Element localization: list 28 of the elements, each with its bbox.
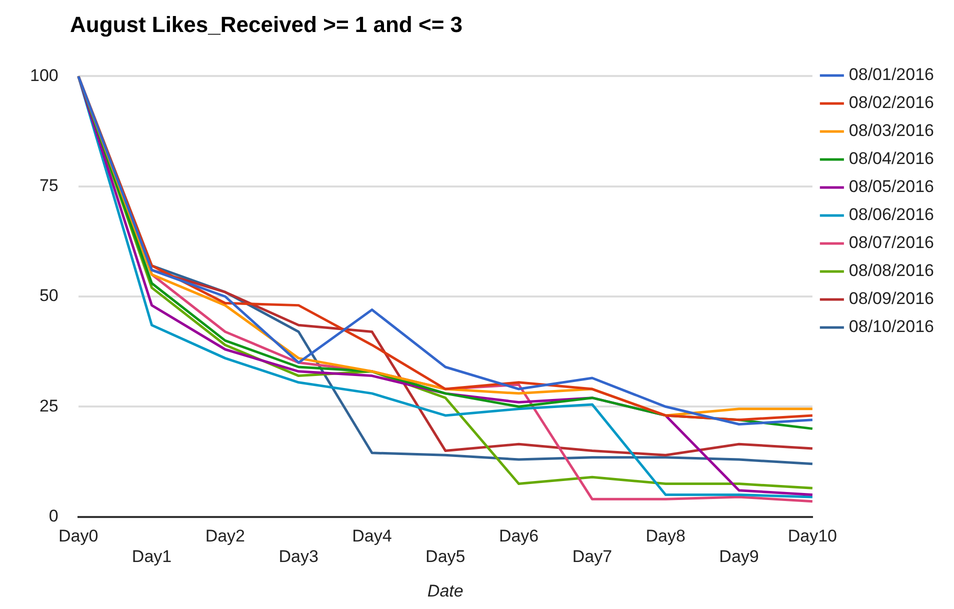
legend-label: 08/10/2016: [848, 317, 934, 336]
legend-label: 08/04/2016: [848, 149, 934, 168]
x-tick-label: Day3: [278, 547, 318, 566]
x-tick-label: Day10: [788, 526, 837, 546]
y-tick-label: 50: [39, 286, 58, 306]
legend-label: 08/02/2016: [848, 93, 934, 112]
legend-label: 08/07/2016: [848, 233, 934, 252]
legend-label: 08/03/2016: [848, 121, 934, 140]
x-tick-label: Day0: [58, 526, 98, 546]
x-tick-label: Day2: [205, 526, 246, 546]
y-tick-label: 75: [39, 176, 58, 196]
legend-label: 08/05/2016: [848, 177, 934, 196]
x-axis-title: Date: [427, 582, 464, 601]
x-tick-label: Day5: [426, 547, 466, 566]
y-tick-label: 25: [39, 396, 58, 416]
x-tick-label: Day9: [719, 547, 759, 566]
chart-title: August Likes_Received >= 1 and <= 3: [70, 12, 463, 38]
legend-label: 08/01/2016: [848, 65, 934, 84]
y-tick-label: 0: [48, 506, 58, 526]
y-tick-label: 100: [30, 66, 58, 85]
x-tick-label: Day7: [572, 547, 612, 566]
legend-label: 08/06/2016: [848, 205, 934, 224]
x-tick-label: Day4: [352, 526, 392, 546]
legend-label: 08/09/2016: [848, 289, 934, 308]
legend-label: 08/08/2016: [848, 261, 934, 280]
x-tick-label: Day1: [132, 547, 172, 566]
x-tick-label: Day8: [646, 526, 686, 546]
x-tick-label: Day6: [498, 526, 539, 546]
